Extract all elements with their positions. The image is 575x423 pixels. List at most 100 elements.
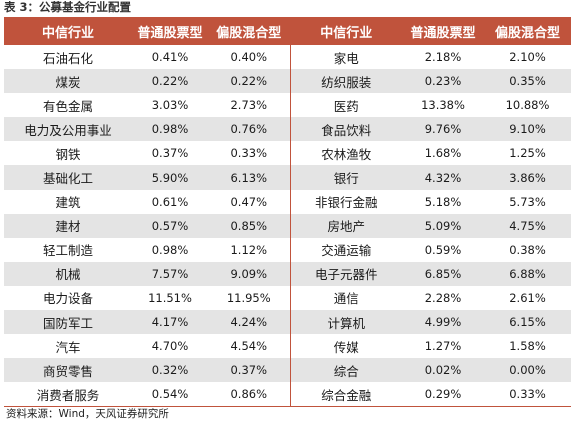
table-row: 石油石化 0.41% 0.40% 家电 2.18% 2.10% (4, 45, 571, 70)
cell-industry-left: 电力设备 (42, 291, 93, 307)
cell-stock-right: 4.99% (402, 310, 484, 335)
cell-mixed-right: 0.00% (484, 358, 571, 383)
cell-stock-left: 0.98% (151, 242, 189, 257)
header-row: 中信行业 普通股票型 偏股混合型 中信行业 普通股票型 偏股混合型 (4, 17, 571, 45)
cell-stock-right: 2.18% (424, 50, 462, 65)
cell-mixed-left: 0.85% (208, 213, 291, 238)
cell-mixed-left: 0.47% (208, 189, 291, 214)
table-caption: 表 3：公募基金行业配置 (4, 0, 132, 14)
table-row: 汽车 4.70% 4.54% 传媒 1.27% 1.58% (4, 334, 571, 359)
cell-stock-right: 0.23% (402, 69, 484, 94)
cell-industry-right: 食品饮料 (290, 117, 402, 142)
cell-stock-left: 3.03% (151, 98, 189, 113)
cell-mixed-left: 0.37% (208, 358, 291, 383)
cell-industry-left: 有色金属 (42, 98, 93, 114)
cell-industry-right: 医药 (333, 98, 359, 114)
header-industry-left: 中信行业 (4, 17, 132, 45)
cell-mixed-right: 2.10% (509, 50, 546, 65)
cell-stock-right: 13.38% (421, 98, 465, 113)
table-row: 机械 7.57% 9.09% 电子元器件 6.85% 6.88% (4, 261, 571, 286)
cell-stock-left: 4.70% (151, 339, 189, 354)
cell-industry-left: 商贸零售 (4, 358, 132, 383)
industry-allocation-table: 中信行业 普通股票型 偏股混合型 中信行业 普通股票型 偏股混合型 石油石化 0.… (4, 17, 571, 408)
cell-stock-right: 5.09% (402, 213, 484, 238)
header-mixed-left: 偏股混合型 (208, 17, 291, 45)
cell-industry-left: 国防军工 (4, 310, 132, 335)
cell-stock-left: 0.22% (132, 69, 208, 94)
cell-industry-left: 电力及公用事业 (4, 117, 132, 142)
cell-mixed-right: 1.58% (509, 339, 546, 354)
cell-stock-right: 9.76% (402, 117, 484, 142)
cell-mixed-left: 6.13% (208, 165, 291, 190)
header-industry-right: 中信行业 (290, 17, 402, 45)
cell-mixed-right: 3.86% (484, 165, 571, 190)
cell-industry-left: 建筑 (55, 195, 81, 211)
table-row: 国防军工 4.17% 4.24% 计算机 4.99% 6.15% (4, 310, 571, 335)
table-row: 商贸零售 0.32% 0.37% 综合 0.02% 0.00% (4, 358, 571, 383)
cell-industry-right: 综合金融 (290, 382, 402, 408)
cell-mixed-right: 0.38% (509, 242, 546, 257)
table-row: 有色金属 3.03% 2.73% 医药 13.38% 10.88% (4, 93, 571, 118)
cell-stock-right: 1.27% (424, 339, 462, 354)
cell-stock-right: 5.18% (424, 194, 462, 209)
cell-mixed-left: 9.09% (208, 261, 291, 286)
cell-mixed-right: 0.33% (484, 382, 571, 408)
cell-industry-left: 机械 (4, 261, 132, 286)
header-stock-right: 普通股票型 (402, 17, 484, 45)
header-mixed-right: 偏股混合型 (484, 17, 571, 45)
source-note: 资料来源：Wind，天风证券研究所 (6, 408, 169, 420)
cell-mixed-left: 11.95% (208, 285, 291, 311)
table-row: 基础化工 5.90% 6.13% 银行 4.32% 3.86% (4, 165, 571, 190)
cell-stock-left: 0.54% (132, 382, 208, 408)
cell-industry-left: 钢铁 (55, 146, 81, 162)
cell-industry-left: 基础化工 (4, 165, 132, 190)
cell-mixed-left: 0.40% (208, 45, 291, 70)
cell-stock-right: 2.28% (424, 290, 462, 305)
cell-industry-right: 综合 (290, 358, 402, 383)
cell-mixed-right: 1.25% (509, 146, 546, 161)
cell-industry-right: 房地产 (290, 213, 402, 238)
cell-stock-left: 0.37% (151, 146, 189, 161)
table-row: 煤炭 0.22% 0.22% 纺织服装 0.23% 0.35% (4, 69, 571, 94)
cell-industry-right: 家电 (333, 50, 359, 66)
cell-mixed-left: 4.54% (208, 334, 291, 359)
cell-industry-right: 电子元器件 (290, 261, 402, 286)
cell-stock-left: 4.17% (132, 310, 208, 335)
cell-industry-right: 计算机 (290, 310, 402, 335)
cell-stock-left: 0.61% (151, 194, 189, 209)
cell-stock-right: 0.02% (402, 358, 484, 383)
cell-mixed-left: 2.73% (208, 93, 291, 118)
cell-industry-right: 银行 (290, 165, 402, 190)
cell-mixed-right: 6.15% (484, 310, 571, 335)
cell-industry-right: 通信 (333, 291, 359, 307)
cell-industry-right: 农林渔牧 (321, 146, 372, 162)
table-row: 轻工制造 0.98% 1.12% 交通运输 0.59% 0.38% (4, 237, 571, 262)
cell-mixed-right: 9.10% (484, 117, 571, 142)
cell-industry-left: 汽车 (55, 339, 81, 355)
cell-stock-left: 0.98% (132, 117, 208, 142)
cell-stock-right: 0.29% (402, 382, 484, 408)
table-row: 电力及公用事业 0.98% 0.76% 食品饮料 9.76% 9.10% (4, 117, 571, 142)
cell-industry-right: 纺织服装 (290, 69, 402, 94)
table-row: 钢铁 0.37% 0.33% 农林渔牧 1.68% 1.25% (4, 141, 571, 166)
cell-industry-right: 传媒 (333, 339, 359, 355)
cell-mixed-left: 4.24% (208, 310, 291, 335)
cell-mixed-right: 10.88% (505, 98, 550, 113)
cell-stock-right: 1.68% (424, 146, 462, 161)
cell-mixed-right: 6.88% (484, 261, 571, 286)
header-stock-left: 普通股票型 (132, 17, 208, 45)
cell-industry-left: 建材 (4, 213, 132, 238)
cell-mixed-left: 0.22% (208, 69, 291, 94)
table-row: 建材 0.57% 0.85% 房地产 5.09% 4.75% (4, 213, 571, 238)
cell-industry-left: 轻工制造 (42, 243, 93, 259)
cell-industry-right: 非银行金融 (314, 195, 378, 211)
cell-stock-right: 0.59% (424, 242, 462, 257)
cell-mixed-right: 5.73% (509, 194, 546, 209)
table-row: 电力设备 11.51% 11.95% 通信 2.28% 2.61% (4, 285, 571, 311)
table-row: 消费者服务 0.54% 0.86% 综合金融 0.29% 0.33% (4, 382, 571, 408)
cell-stock-left: 11.51% (148, 290, 192, 305)
cell-stock-left: 0.32% (132, 358, 208, 383)
cell-mixed-left: 0.86% (208, 382, 291, 408)
cell-stock-right: 4.32% (402, 165, 484, 190)
cell-stock-left: 0.57% (132, 213, 208, 238)
